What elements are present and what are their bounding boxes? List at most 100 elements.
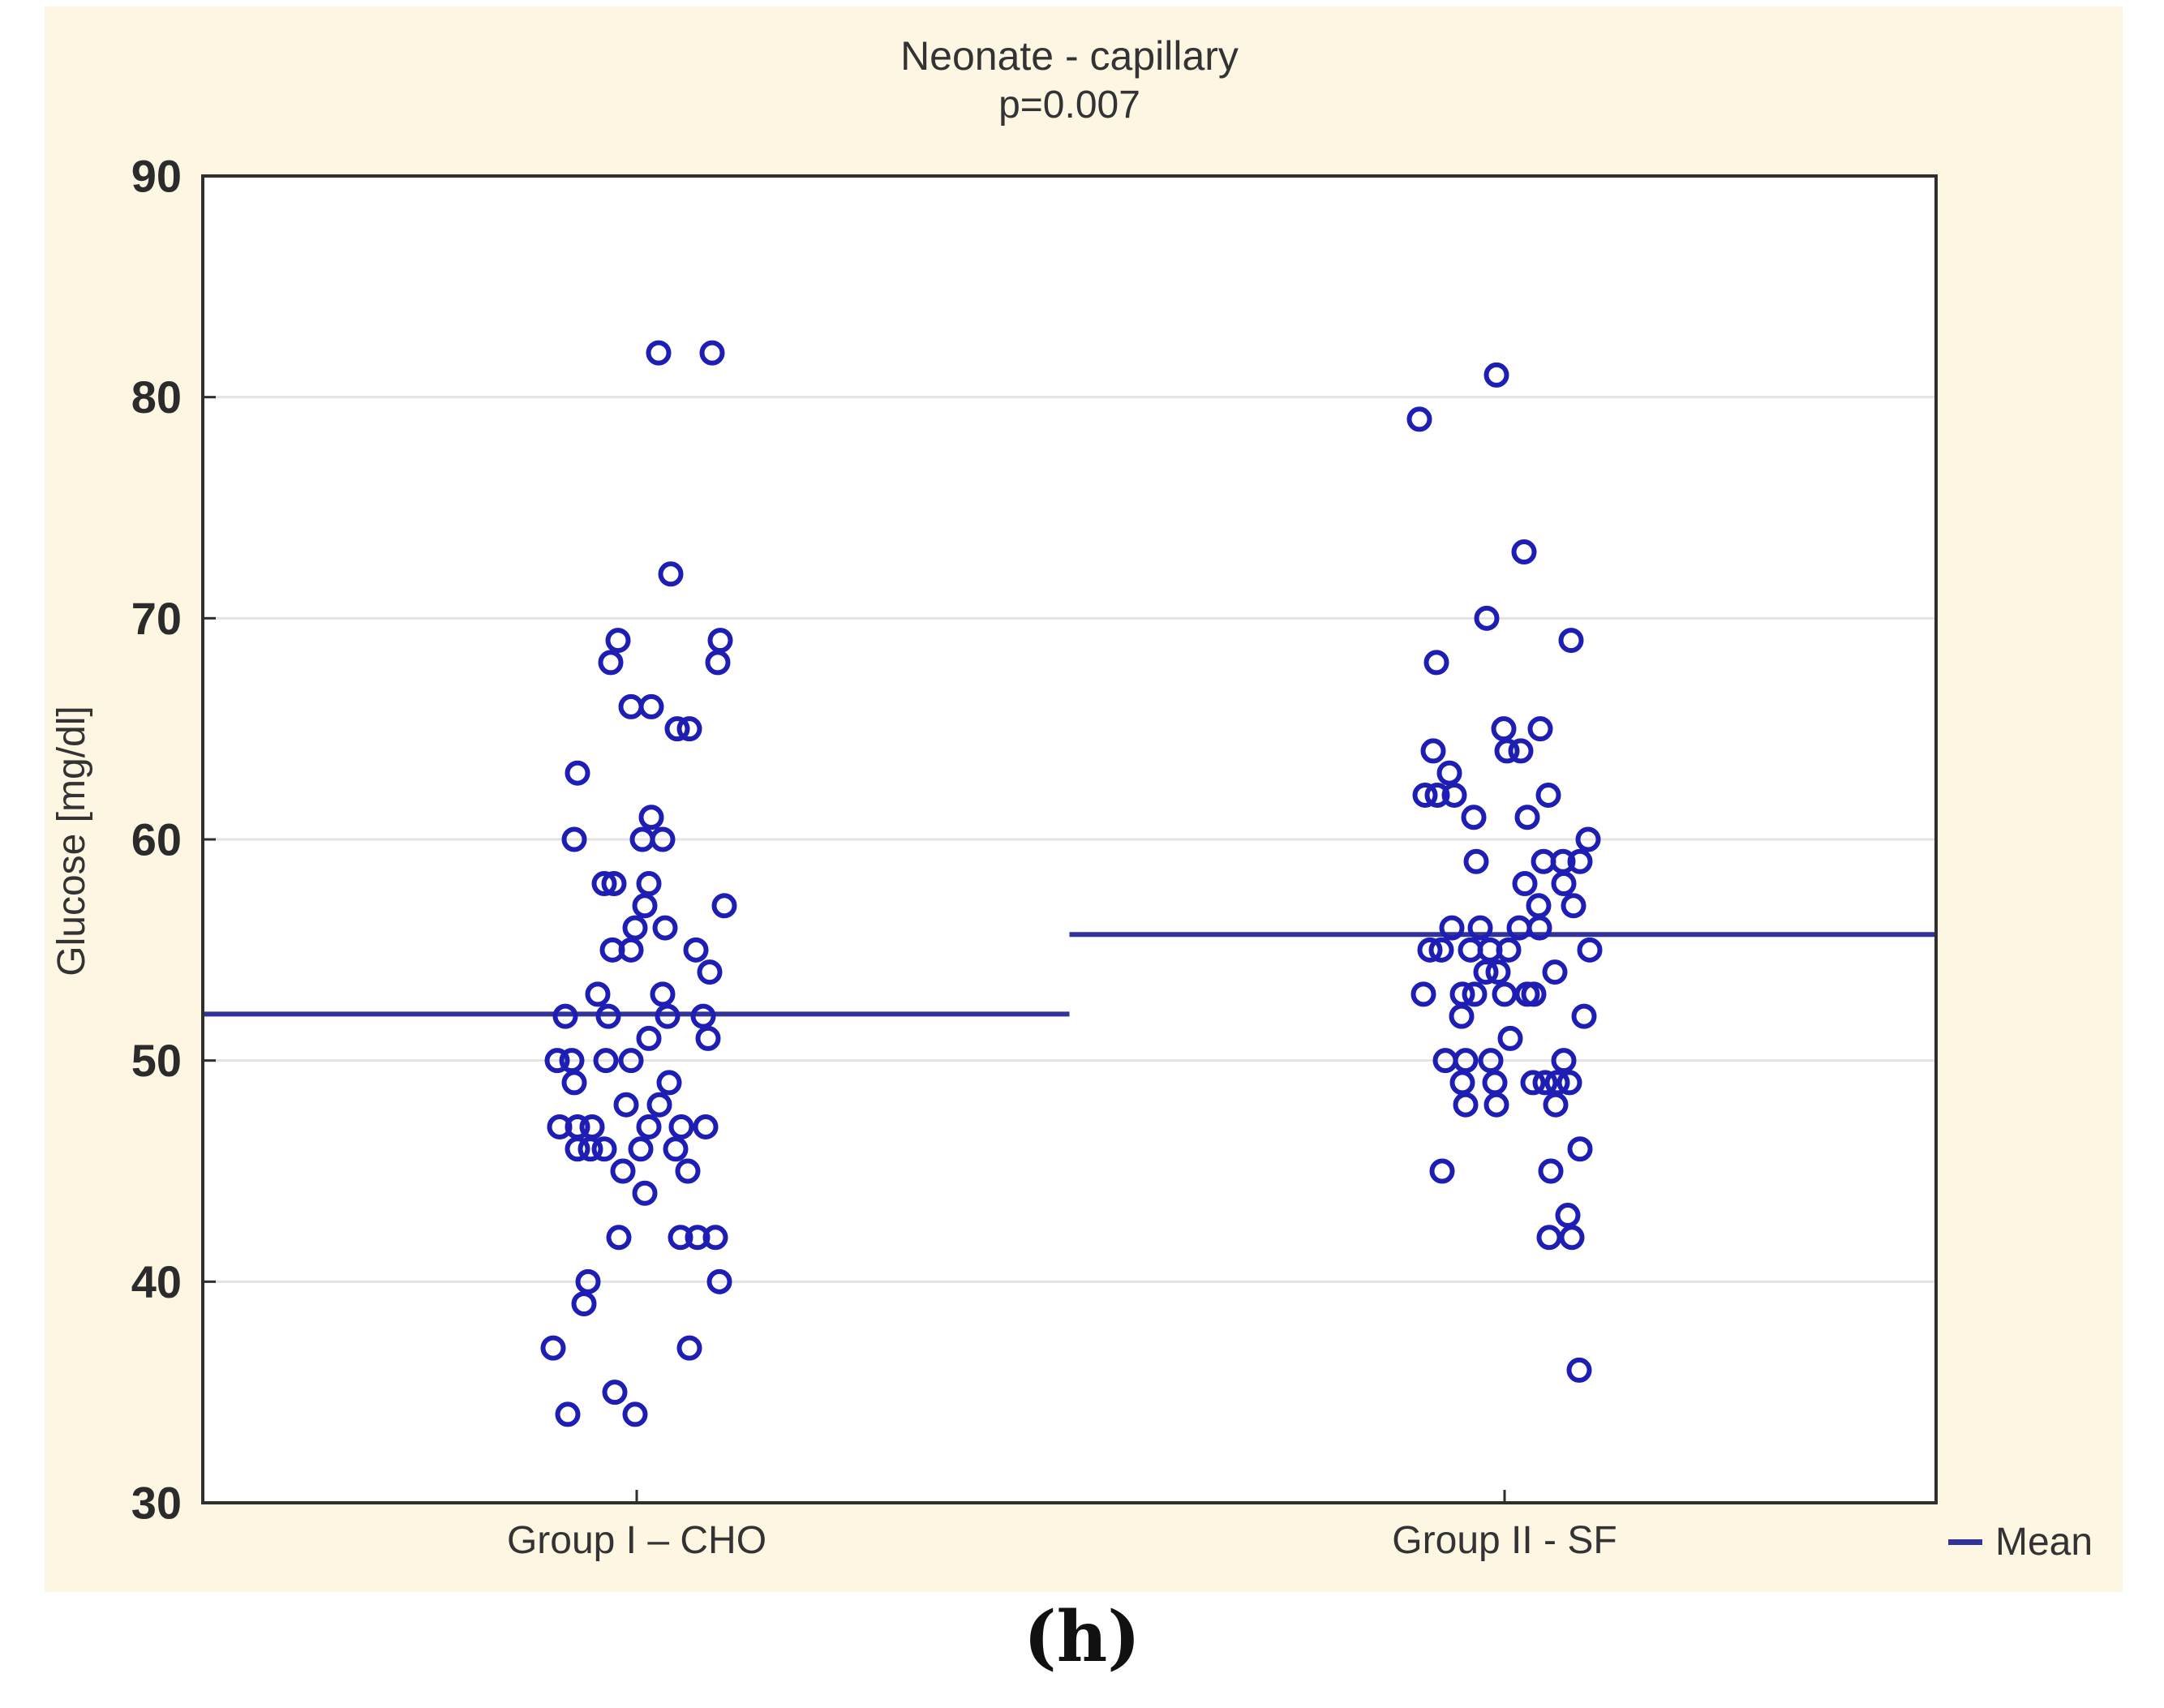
- data-point: [652, 915, 678, 941]
- data-point: [656, 1070, 682, 1096]
- data-point: [561, 1070, 587, 1096]
- data-point: [1462, 981, 1488, 1007]
- data-point: [1467, 915, 1493, 941]
- data-point: [697, 959, 723, 985]
- data-point: [1410, 981, 1436, 1007]
- y-tick-label: 70: [131, 593, 182, 644]
- plot-border: [201, 174, 1938, 1504]
- data-point: [565, 1136, 590, 1162]
- data-point: [1417, 937, 1443, 963]
- data-point: [1556, 1070, 1582, 1096]
- data-point: [664, 716, 690, 742]
- data-point: [650, 981, 676, 1007]
- y-tick-label: 90: [131, 151, 182, 202]
- data-point: [683, 937, 709, 963]
- data-point: [610, 1158, 636, 1184]
- data-point: [601, 871, 627, 897]
- data-point: [571, 1291, 597, 1317]
- data-point: [1474, 605, 1500, 631]
- data-point: [598, 650, 624, 676]
- data-point: [1526, 915, 1552, 941]
- data-point: [618, 1048, 644, 1074]
- data-point: [593, 1048, 619, 1074]
- data-point: [613, 1092, 639, 1118]
- data-point: [605, 628, 631, 654]
- data-point: [1567, 848, 1593, 874]
- data-point: [552, 1003, 578, 1029]
- data-point: [1571, 1003, 1597, 1029]
- data-point: [1559, 1225, 1585, 1251]
- mean-line-legend-swatch: [1948, 1538, 1982, 1545]
- data-point: [668, 1114, 694, 1139]
- data-point: [575, 1268, 601, 1294]
- data-point: [638, 693, 664, 719]
- data-point: [1527, 716, 1553, 742]
- data-point: [695, 1025, 721, 1051]
- data-point: [1497, 1025, 1523, 1051]
- data-point: [668, 1225, 693, 1251]
- data-point: [655, 1003, 681, 1029]
- data-point: [595, 1003, 621, 1029]
- data-point: [1508, 738, 1534, 764]
- y-tick-label: 30: [131, 1478, 182, 1529]
- data-point: [577, 1136, 603, 1162]
- data-point: [1532, 1070, 1558, 1096]
- data-point: [1543, 1092, 1569, 1118]
- data-point: [676, 716, 702, 742]
- data-point: [1535, 782, 1561, 808]
- data-point: [1483, 362, 1509, 388]
- data-point: [585, 981, 611, 1007]
- data-point: [1555, 1203, 1581, 1229]
- data-point: [1420, 738, 1446, 764]
- data-point: [1577, 937, 1603, 963]
- data-point: [1439, 915, 1465, 941]
- data-point: [1485, 959, 1511, 985]
- legend: Mean: [1948, 1518, 2093, 1565]
- data-point: [632, 1180, 658, 1206]
- data-point: [663, 1136, 689, 1162]
- data-point: [675, 1158, 701, 1184]
- data-point: [602, 1380, 628, 1405]
- data-point: [1558, 628, 1584, 654]
- y-tick-label: 60: [131, 814, 182, 865]
- data-point: [1453, 1092, 1479, 1118]
- data-point: [561, 826, 587, 852]
- data-point: [1441, 782, 1467, 808]
- data-point: [618, 937, 644, 963]
- data-point: [1406, 406, 1432, 432]
- chart-title: Neonate - capillary: [900, 33, 1239, 79]
- data-point: [705, 650, 731, 676]
- data-point: [1423, 650, 1449, 676]
- data-point: [1542, 959, 1568, 985]
- data-point: [1496, 937, 1522, 963]
- data-point: [658, 561, 684, 587]
- data-point: [1551, 1048, 1577, 1074]
- data-point: [702, 1225, 728, 1251]
- data-point: [1494, 738, 1520, 764]
- data-point: [1511, 539, 1537, 565]
- data-point: [1436, 760, 1462, 786]
- data-point: [1473, 959, 1499, 985]
- data-point: [676, 1335, 702, 1361]
- data-point: [1424, 782, 1450, 808]
- x-category-label-group2: Group II - SF: [1392, 1519, 1617, 1562]
- data-point: [646, 1092, 672, 1118]
- data-point: [1461, 805, 1487, 830]
- y-tick-label: 50: [131, 1035, 182, 1086]
- data-point: [1566, 1357, 1592, 1383]
- data-point: [706, 1268, 732, 1294]
- data-point: [1561, 893, 1587, 919]
- data-point: [622, 915, 648, 941]
- data-point: [1575, 826, 1601, 852]
- y-axis-title: Glucose [mg/dl]: [50, 706, 93, 976]
- data-point: [1521, 981, 1547, 1007]
- data-point: [711, 893, 737, 919]
- data-point: [540, 1335, 566, 1361]
- data-point: [632, 893, 658, 919]
- data-point: [1520, 1070, 1546, 1096]
- legend-label-mean: Mean: [1995, 1520, 2093, 1564]
- data-point: [1567, 1136, 1593, 1162]
- data-point: [622, 1401, 648, 1427]
- y-tick-label: 40: [131, 1256, 182, 1307]
